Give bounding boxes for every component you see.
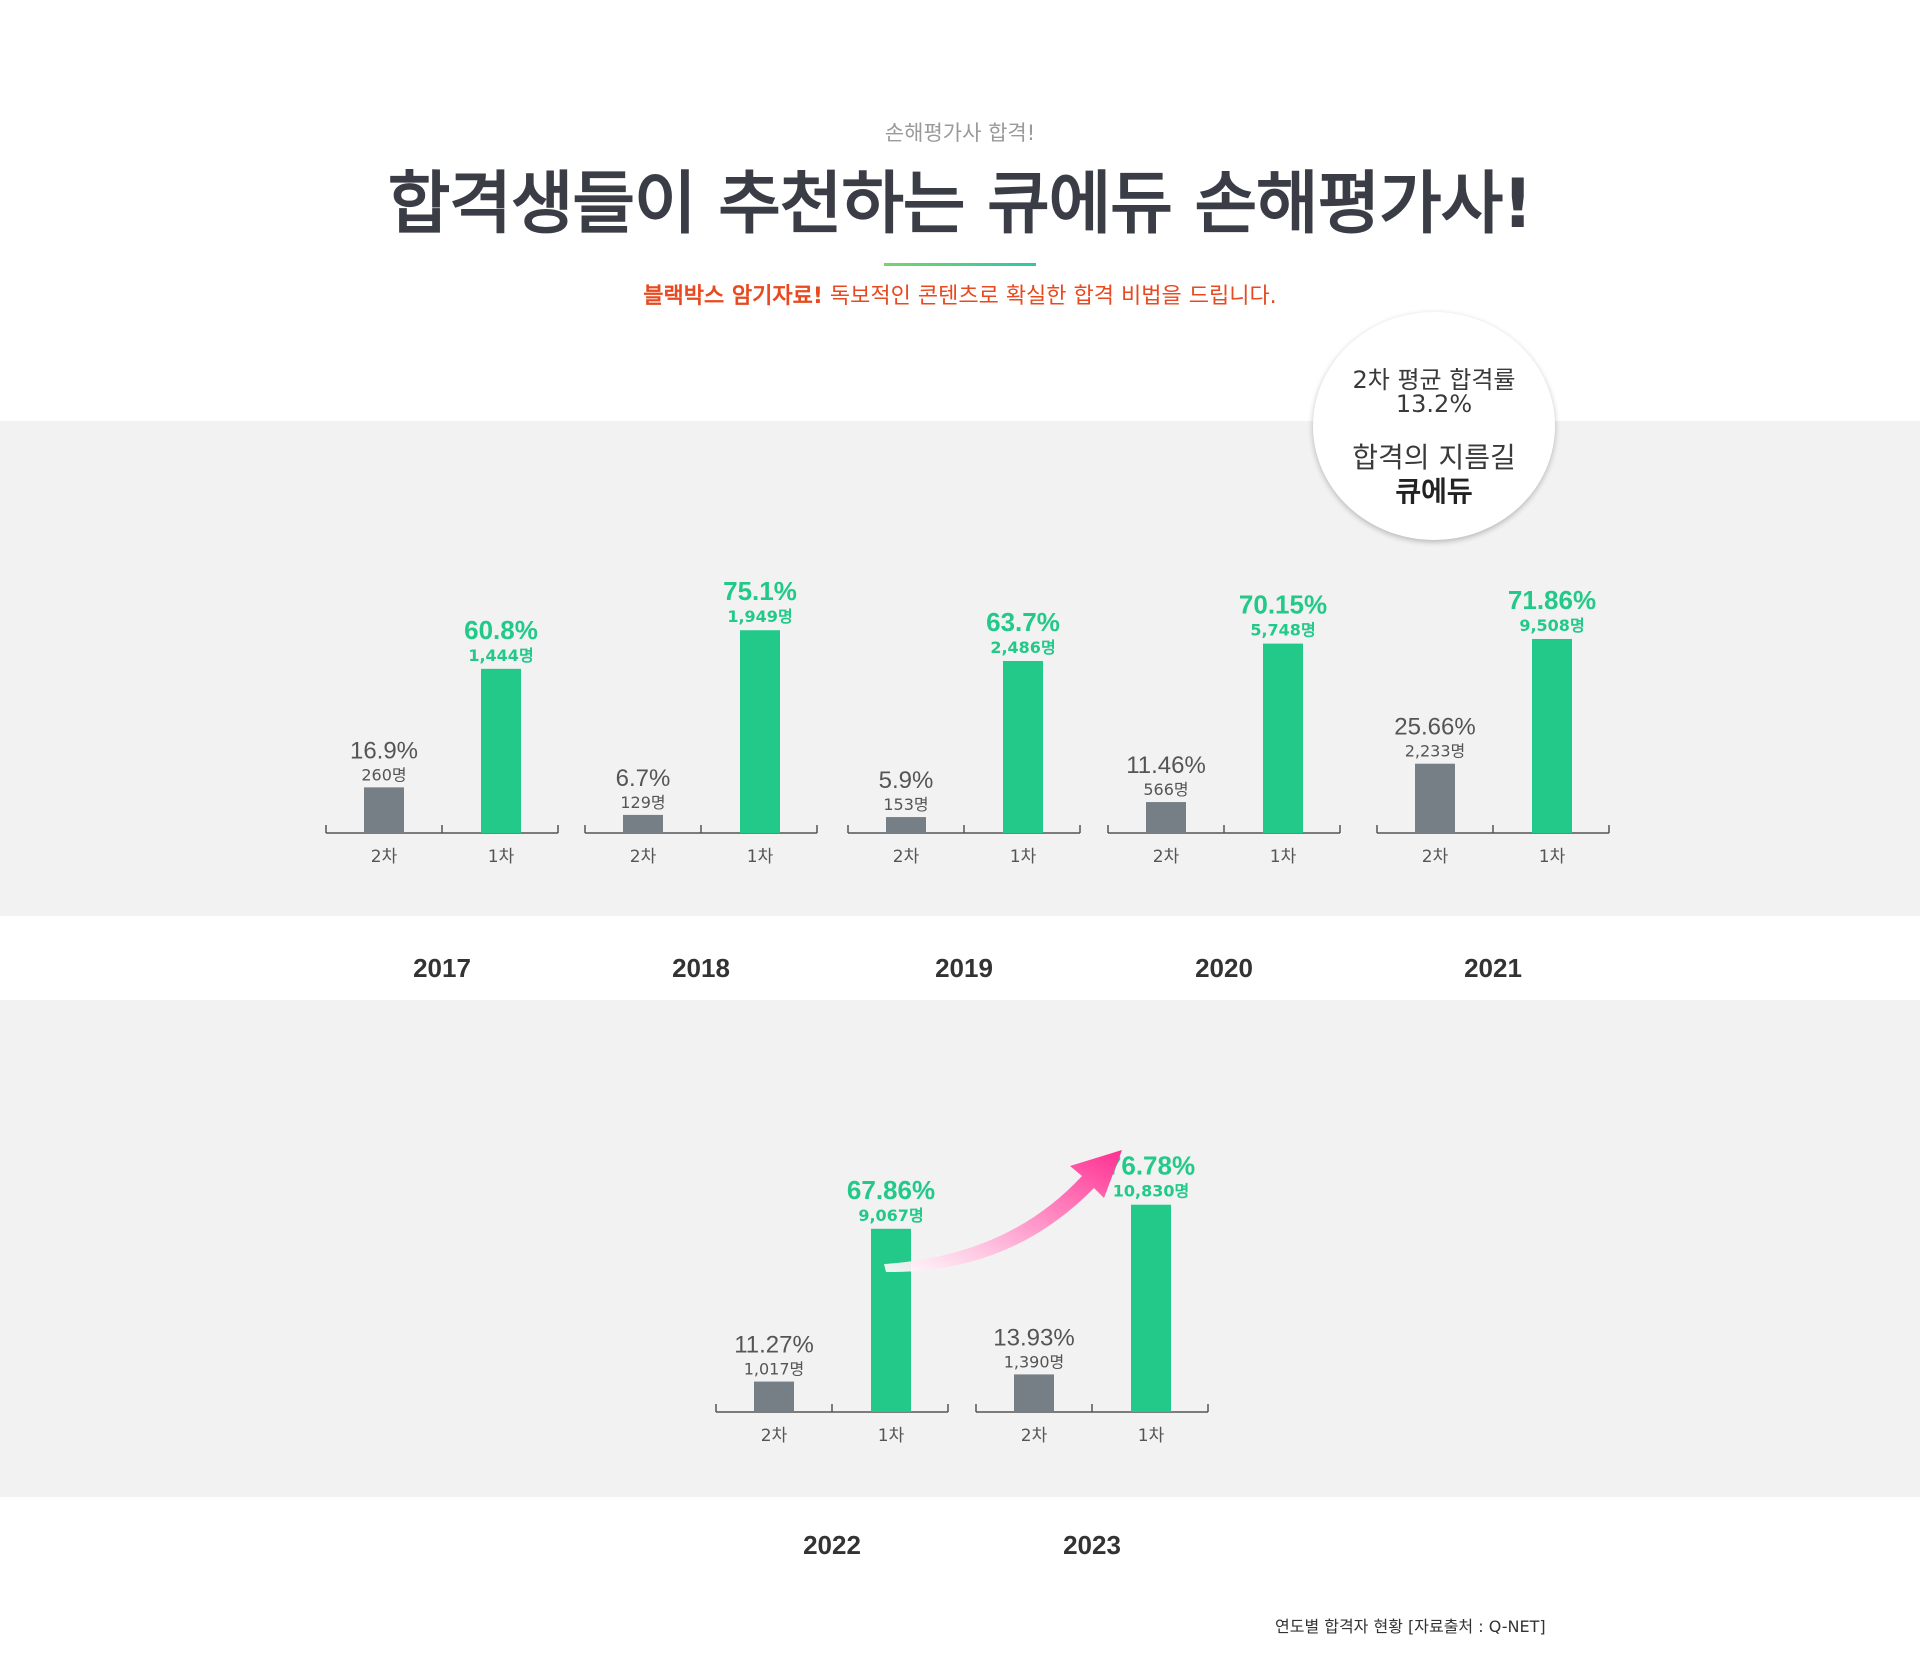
bar-2nd-2020 — [1146, 802, 1186, 833]
rate-label-2nd-2021: 25.66% — [1394, 714, 1475, 741]
count-label-2nd-2018: 129명 — [620, 793, 665, 812]
year-label-2020: 2020 — [1195, 953, 1253, 983]
count-label-1st-2018: 1,949명 — [727, 607, 792, 626]
average-pass-rate-badge: 2차 평균 합격률 13.2% 합격의 지름길 큐에듀 — [1313, 312, 1555, 540]
count-label-1st-2022: 9,067명 — [858, 1206, 923, 1225]
count-label-2nd-2020: 566명 — [1143, 780, 1188, 799]
bar-1st-2019 — [1003, 661, 1043, 833]
badge-value: 13.2% — [1395, 390, 1473, 418]
count-label-1st-2023: 10,830명 — [1113, 1182, 1189, 1201]
count-label-2nd-2019: 153명 — [883, 795, 928, 814]
bar-2nd-2022 — [754, 1381, 794, 1412]
page-title: 합격생들이 추천하는 큐에듀 손해평가사! — [387, 165, 1534, 244]
category-label: 1차 — [488, 847, 515, 867]
badge-label: 2차 평균 합격률 — [1352, 366, 1516, 394]
rate-label-1st-2018: 75.1% — [723, 576, 797, 606]
count-label-2nd-2017: 260명 — [361, 765, 406, 784]
tagline-highlight: 블랙박스 암기자료! — [643, 284, 823, 309]
bar-2nd-2018 — [623, 814, 663, 833]
rate-label-1st-2022: 67.86% — [847, 1175, 935, 1205]
count-label-1st-2021: 9,508명 — [1519, 616, 1584, 635]
rate-label-2nd-2023: 13.93% — [993, 1324, 1074, 1351]
title-underline — [884, 263, 1036, 266]
category-label: 1차 — [1270, 847, 1297, 867]
category-label: 2차 — [630, 847, 657, 867]
bar-1st-2017 — [481, 668, 521, 833]
badge-brand: 큐에듀 — [1395, 475, 1473, 508]
count-label-2nd-2021: 2,233명 — [1405, 742, 1466, 761]
category-label: 2차 — [371, 847, 398, 867]
section-subtitle: 손해평가사 합격! — [884, 121, 1036, 145]
count-label-1st-2019: 2,486명 — [990, 638, 1055, 657]
category-label: 1차 — [1138, 1426, 1165, 1446]
rate-label-2nd-2020: 11.46% — [1126, 752, 1206, 779]
year-label-2018: 2018 — [672, 953, 730, 983]
rate-label-1st-2019: 63.7% — [986, 607, 1060, 637]
count-label-1st-2020: 5,748명 — [1250, 621, 1315, 640]
category-label: 2차 — [893, 847, 920, 867]
category-label: 2차 — [1422, 847, 1449, 867]
category-label: 1차 — [1539, 847, 1566, 867]
category-label: 1차 — [1010, 847, 1037, 867]
year-label-2019: 2019 — [935, 953, 993, 983]
data-source-note: 연도별 합격자 현황 [자료출처 : Q-NET] — [1275, 1617, 1546, 1636]
rate-label-2nd-2022: 11.27% — [734, 1332, 814, 1359]
bar-2nd-2021 — [1415, 763, 1455, 833]
bar-1st-2020 — [1263, 643, 1303, 833]
rate-label-2nd-2017: 16.9% — [350, 737, 418, 764]
rate-label-1st-2017: 60.8% — [464, 615, 538, 645]
year-label-2022: 2022 — [803, 1530, 861, 1560]
category-label: 1차 — [747, 847, 774, 867]
chart-band-bottom — [0, 1000, 1920, 1497]
category-label: 2차 — [1021, 1426, 1048, 1446]
rate-label-1st-2021: 71.86% — [1508, 585, 1596, 615]
rate-label-2nd-2019: 5.9% — [879, 767, 934, 794]
bar-1st-2022 — [871, 1228, 911, 1412]
category-label: 2차 — [1153, 847, 1180, 867]
bar-1st-2018 — [740, 630, 780, 833]
rate-label-1st-2023: 76.78% — [1107, 1151, 1195, 1181]
bar-2nd-2019 — [886, 817, 926, 833]
bar-2nd-2017 — [364, 787, 404, 833]
growth-arrow-icon — [884, 1150, 1122, 1273]
badge-slogan: 합격의 지름길 — [1352, 441, 1516, 474]
rate-label-1st-2020: 70.15% — [1239, 590, 1327, 620]
bar-1st-2023 — [1131, 1204, 1171, 1412]
bar-1st-2021 — [1532, 638, 1572, 833]
year-label-2017: 2017 — [413, 953, 471, 983]
count-label-1st-2017: 1,444명 — [468, 646, 533, 665]
year-label-2023: 2023 — [1063, 1530, 1121, 1560]
category-label: 2차 — [761, 1426, 788, 1446]
rate-label-2nd-2018: 6.7% — [616, 765, 671, 792]
year-label-2021: 2021 — [1464, 953, 1522, 983]
bar-2nd-2023 — [1014, 1374, 1054, 1412]
tagline-text: 독보적인 콘텐츠로 확실한 합격 비법을 드립니다. — [822, 284, 1277, 309]
count-label-2nd-2023: 1,390명 — [1004, 1352, 1065, 1371]
category-label: 1차 — [878, 1426, 905, 1446]
count-label-2nd-2022: 1,017명 — [744, 1360, 805, 1379]
tagline: 블랙박스 암기자료! 독보적인 콘텐츠로 확실한 합격 비법을 드립니다. — [0, 278, 1920, 310]
